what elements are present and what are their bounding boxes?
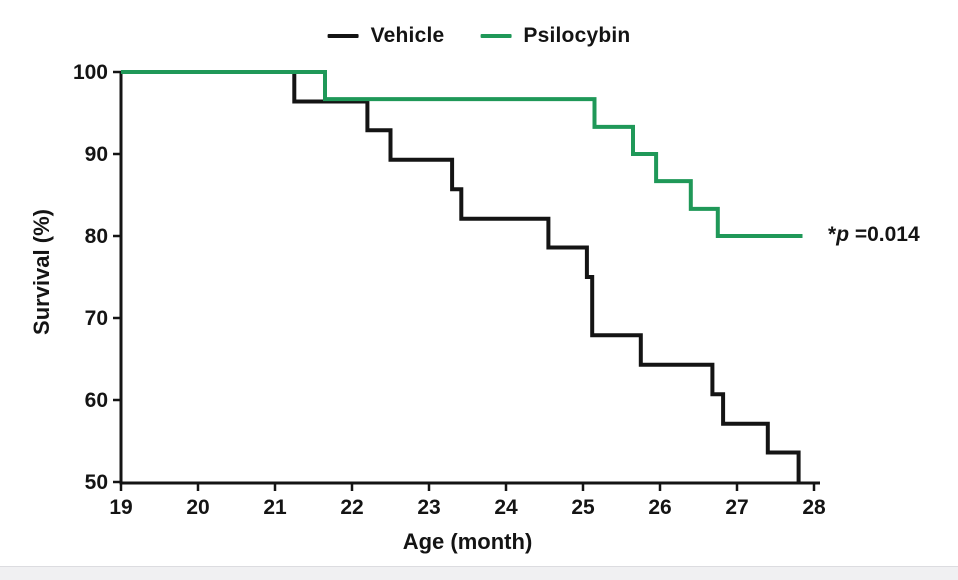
psilocybin-line-swatch-icon	[480, 34, 512, 38]
x-tick-label: 19	[109, 496, 132, 519]
p-value-annotation: *p =0.014	[828, 223, 920, 247]
chart-legend: Vehicle Psilocybin	[327, 24, 631, 48]
y-tick-label: 60	[85, 389, 108, 412]
significance-star: *	[828, 223, 837, 246]
y-tick-label: 50	[85, 471, 108, 494]
y-axis-title: Survival (%)	[29, 209, 54, 335]
y-tick-label: 90	[85, 143, 108, 166]
x-tick-label: 27	[725, 496, 748, 519]
p-symbol: p	[836, 223, 850, 246]
y-tick-label: 80	[85, 225, 108, 248]
p-value-text: =0.014	[849, 223, 920, 246]
vehicle-line-swatch-icon	[327, 34, 359, 38]
x-tick-label: 21	[263, 496, 287, 519]
y-tick-label: 70	[85, 307, 108, 330]
x-axis-title: Age (month)	[402, 529, 533, 554]
axes-spine	[119, 72, 820, 485]
y-tick-label: 100	[73, 61, 108, 84]
legend-label-psilocybin: Psilocybin	[523, 24, 631, 47]
x-tick-label: 23	[417, 496, 440, 519]
x-tick-label: 26	[648, 496, 671, 519]
footer-strip	[0, 566, 958, 580]
x-tick-label: 28	[802, 496, 826, 519]
x-tick-label: 25	[571, 496, 595, 519]
x-tick-label: 20	[186, 496, 209, 519]
series-curve-vehicle	[121, 70, 801, 482]
legend-item-psilocybin: Psilocybin	[480, 24, 630, 48]
x-tick-label: 24	[494, 496, 518, 519]
legend-item-vehicle: Vehicle	[327, 24, 445, 48]
series-curve-psilocybin	[121, 70, 803, 238]
x-tick-label: 22	[340, 496, 363, 519]
legend-label-vehicle: Vehicle	[370, 24, 445, 47]
